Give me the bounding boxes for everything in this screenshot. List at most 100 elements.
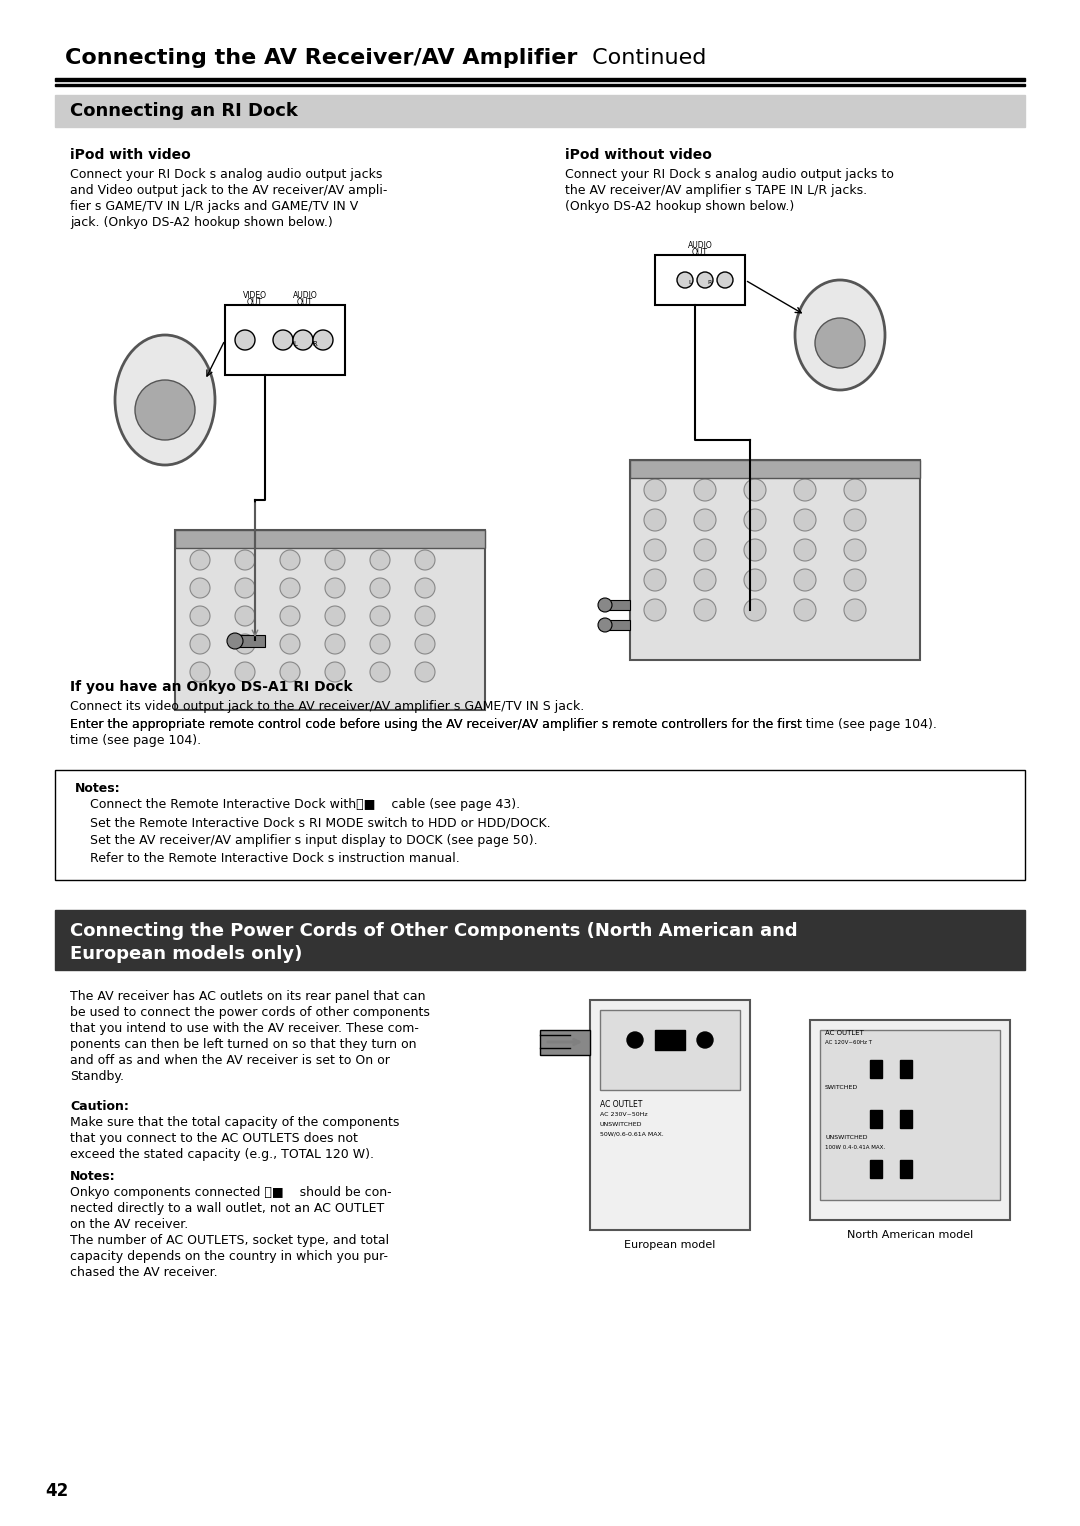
Text: AC OUTLET: AC OUTLET	[600, 1100, 643, 1109]
Bar	[55, 909, 1025, 971]
Ellipse shape	[114, 336, 215, 465]
Circle shape	[370, 606, 390, 626]
Text: If you have an Onkyo DS-A1 RI Dock: If you have an Onkyo DS-A1 RI Dock	[70, 681, 353, 694]
Circle shape	[190, 633, 210, 655]
Text: UNSWITCHED: UNSWITCHED	[600, 1122, 643, 1128]
Text: iPod without video: iPod without video	[565, 148, 712, 162]
Text: Connecting the AV Receiver/AV Amplifier: Connecting the AV Receiver/AV Amplifier	[65, 47, 578, 69]
Circle shape	[697, 272, 713, 288]
Text: 50W/0.6-0.61A MAX.: 50W/0.6-0.61A MAX.	[600, 1132, 664, 1137]
Circle shape	[235, 662, 255, 682]
Circle shape	[415, 633, 435, 655]
Text: The number of AC OUTLETS, socket type, and total: The number of AC OUTLETS, socket type, a…	[70, 1235, 389, 1247]
Circle shape	[598, 598, 612, 612]
Circle shape	[644, 569, 666, 591]
Circle shape	[744, 479, 766, 501]
Circle shape	[694, 600, 716, 621]
Bar	[870, 1061, 882, 1077]
Circle shape	[694, 479, 716, 501]
Circle shape	[273, 330, 293, 349]
Text: 100W 0.4-0.41A MAX.: 100W 0.4-0.41A MAX.	[825, 1144, 886, 1151]
Circle shape	[227, 633, 243, 649]
Circle shape	[370, 662, 390, 682]
Bar	[235, 635, 265, 647]
Text: iPod with video: iPod with video	[70, 148, 191, 162]
Text: that you connect to the AC OUTLETS does not: that you connect to the AC OUTLETS does …	[70, 1132, 357, 1144]
Text: on the AV receiver.: on the AV receiver.	[70, 1218, 188, 1231]
Text: Connect your RI Dock s analog audio output jacks: Connect your RI Dock s analog audio outp…	[70, 168, 382, 182]
Text: Connect your RI Dock s analog audio output jacks to: Connect your RI Dock s analog audio outp…	[565, 168, 894, 182]
Text: L: L	[293, 340, 297, 346]
Text: Set the AV receiver/AV amplifier s input display to DOCK (see page 50).: Set the AV receiver/AV amplifier s input…	[90, 835, 538, 847]
Text: AUDIO: AUDIO	[688, 241, 713, 250]
Text: Notes:: Notes:	[70, 1170, 116, 1183]
Circle shape	[190, 549, 210, 571]
Text: Set the Remote Interactive Dock s RI MODE switch to HDD or HDD/DOCK.: Set the Remote Interactive Dock s RI MOD…	[90, 816, 551, 829]
Text: Connect the Remote Interactive Dock with⎑■    cable (see page 43).: Connect the Remote Interactive Dock with…	[90, 798, 521, 810]
Circle shape	[794, 600, 816, 621]
Text: R: R	[707, 281, 712, 285]
Text: Enter the appropriate remote control code before using the AV receiver/AV amplif: Enter the appropriate remote control cod…	[70, 719, 801, 731]
Text: the AV receiver/AV amplifier s TAPE IN L/R jacks.: the AV receiver/AV amplifier s TAPE IN L…	[565, 185, 867, 197]
Text: that you intend to use with the AV receiver. These com-: that you intend to use with the AV recei…	[70, 1022, 419, 1035]
Text: fier s GAME/TV IN L/R jacks and GAME/TV IN V: fier s GAME/TV IN L/R jacks and GAME/TV …	[70, 200, 359, 214]
Circle shape	[235, 549, 255, 571]
Bar	[55, 78, 1025, 81]
Circle shape	[293, 330, 313, 349]
Bar	[600, 1010, 740, 1090]
Circle shape	[644, 600, 666, 621]
Text: and Video output jack to the AV receiver/AV ampli-: and Video output jack to the AV receiver…	[70, 185, 388, 197]
Circle shape	[794, 510, 816, 531]
Text: chased the AV receiver.: chased the AV receiver.	[70, 1267, 218, 1279]
Text: Connect its video output jack to the AV receiver/AV amplifier s GAME/TV IN S jac: Connect its video output jack to the AV …	[70, 700, 584, 713]
Bar	[225, 305, 345, 375]
Circle shape	[744, 600, 766, 621]
Circle shape	[717, 272, 733, 288]
Circle shape	[370, 578, 390, 598]
Circle shape	[627, 1032, 643, 1048]
Circle shape	[794, 569, 816, 591]
Circle shape	[235, 330, 255, 349]
Circle shape	[598, 618, 612, 632]
Text: The AV receiver has AC outlets on its rear panel that can: The AV receiver has AC outlets on its re…	[70, 990, 426, 1003]
Text: Make sure that the total capacity of the components: Make sure that the total capacity of the…	[70, 1116, 400, 1129]
Bar	[605, 600, 630, 610]
Bar	[900, 1109, 912, 1128]
Text: Caution:: Caution:	[70, 1100, 129, 1112]
Circle shape	[325, 633, 345, 655]
Circle shape	[744, 569, 766, 591]
Circle shape	[694, 569, 716, 591]
Bar	[630, 459, 920, 478]
Text: SWITCHED: SWITCHED	[825, 1085, 859, 1090]
Circle shape	[843, 569, 866, 591]
Text: ponents can then be left turned on so that they turn on: ponents can then be left turned on so th…	[70, 1038, 417, 1051]
Text: AUDIO: AUDIO	[293, 291, 318, 301]
Circle shape	[190, 606, 210, 626]
Text: OUT: OUT	[247, 298, 264, 307]
Circle shape	[280, 578, 300, 598]
Circle shape	[325, 606, 345, 626]
Text: European models only): European models only)	[70, 945, 302, 963]
Text: AC 120V~60Hz T: AC 120V~60Hz T	[825, 1041, 872, 1045]
Circle shape	[370, 549, 390, 571]
Text: North American model: North American model	[847, 1230, 973, 1241]
Circle shape	[370, 633, 390, 655]
Bar	[900, 1061, 912, 1077]
Bar	[870, 1109, 882, 1128]
Text: time (see page 104).: time (see page 104).	[70, 734, 201, 748]
Bar	[654, 255, 745, 305]
Circle shape	[794, 539, 816, 562]
Circle shape	[843, 600, 866, 621]
Bar	[900, 1160, 912, 1178]
Text: be used to connect the power cords of other components: be used to connect the power cords of ot…	[70, 1006, 430, 1019]
Text: Refer to the Remote Interactive Dock s instruction manual.: Refer to the Remote Interactive Dock s i…	[90, 852, 460, 865]
Circle shape	[325, 549, 345, 571]
Bar	[175, 530, 485, 548]
Circle shape	[325, 662, 345, 682]
Bar	[55, 771, 1025, 881]
Circle shape	[697, 1032, 713, 1048]
Circle shape	[280, 549, 300, 571]
Circle shape	[744, 539, 766, 562]
Bar	[630, 459, 920, 661]
Text: L: L	[688, 281, 692, 285]
